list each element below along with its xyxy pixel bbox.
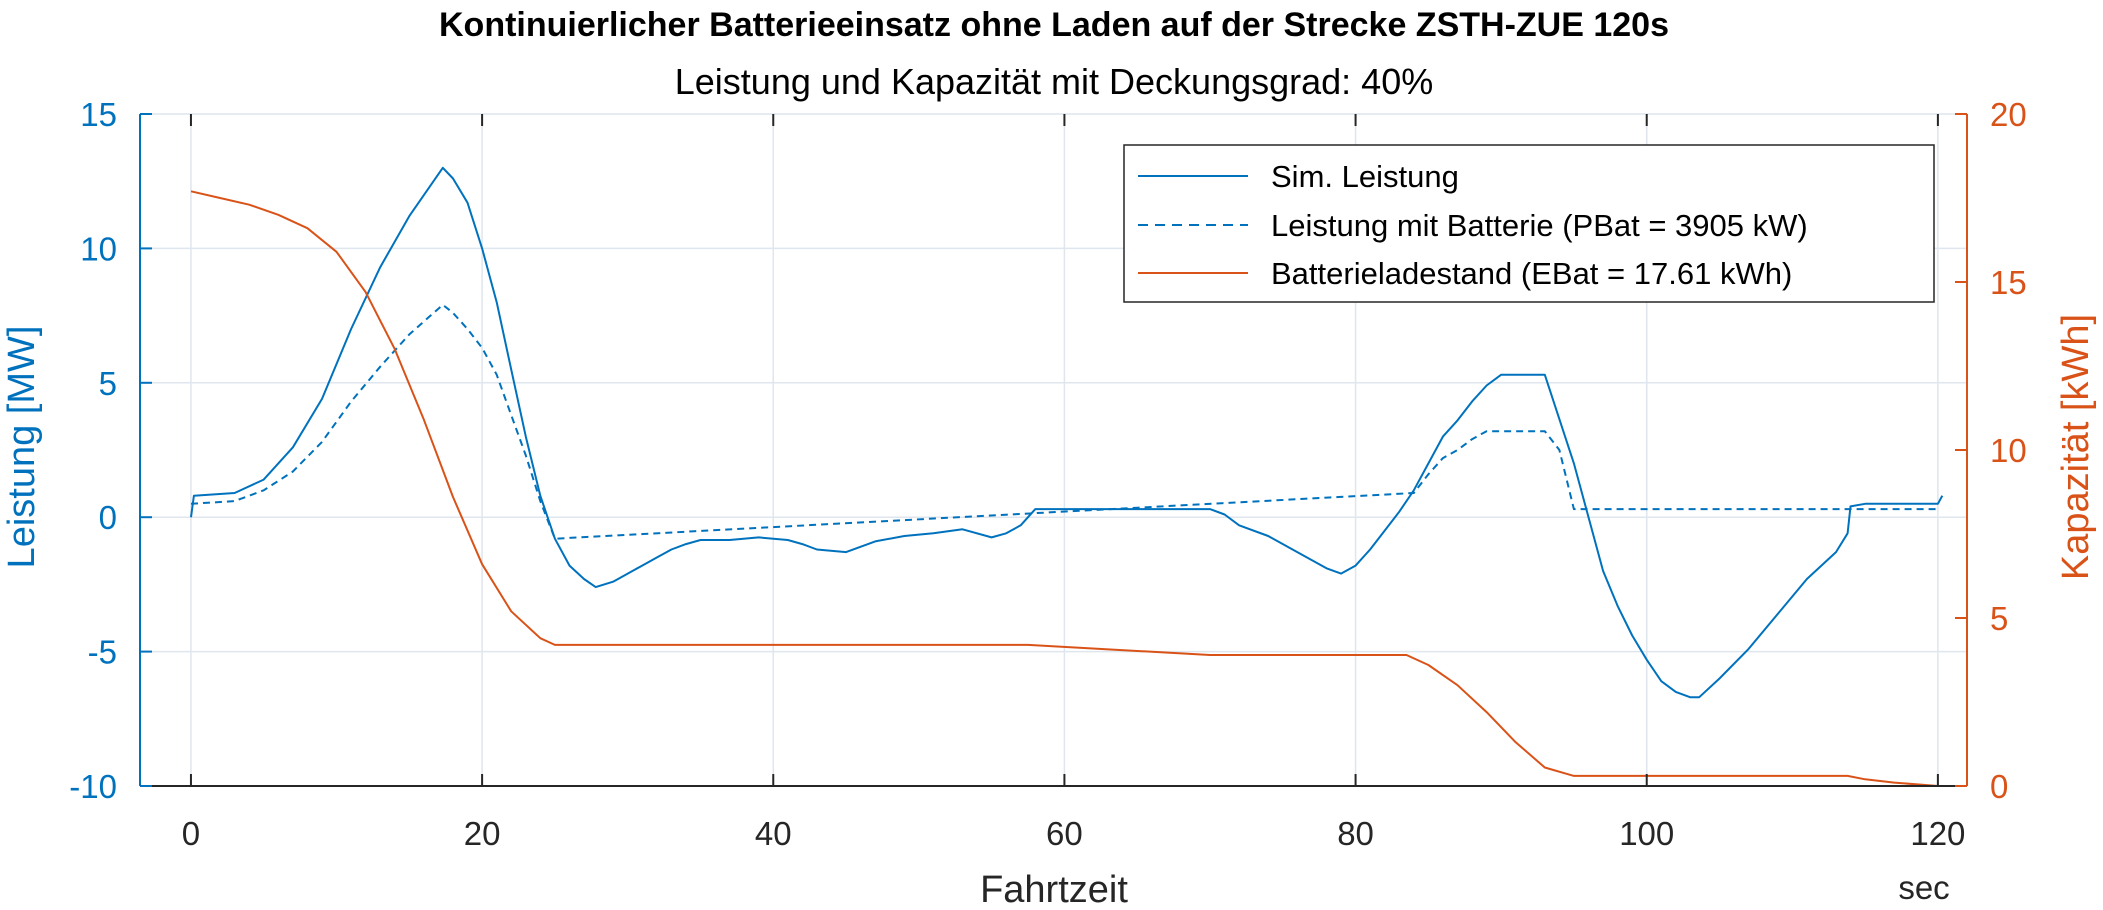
y-left-tick-label-5: 5 <box>99 365 117 402</box>
y-left-tick-label--10: -10 <box>69 768 117 805</box>
series-line-1 <box>190 303 1938 540</box>
x-tick-label-120: 120 <box>1910 815 1965 852</box>
x-tick-label-0: 0 <box>182 815 200 852</box>
y-right-tick-label-15: 15 <box>1990 264 2027 301</box>
y-right-tick-label-20: 20 <box>1990 96 2027 133</box>
y-left-tick-label-15: 15 <box>80 96 117 133</box>
legend-label-batterieladestand: Batterieladestand (EBat = 17.61 kWh) <box>1271 256 1792 291</box>
y-axis-left-label: Leistung [MW] <box>1 326 43 569</box>
series-line-2 <box>190 190 1938 787</box>
legend-box <box>1123 144 1935 303</box>
y-right-tick-label-5: 5 <box>1990 600 2008 637</box>
axes: 0 20 40 60 80 100 120 -10 -5 0 5 10 15 0 5 10 15 20 <box>69 96 2026 852</box>
y-right-tick-label-0: 0 <box>1990 768 2008 805</box>
x-tick-label-40: 40 <box>755 815 792 852</box>
y-left-tick-label--5: -5 <box>88 634 117 671</box>
y-left-tick-label-0: 0 <box>99 499 117 536</box>
chart-title: Kontinuierlicher Batterieeinsatz ohne La… <box>439 6 1669 44</box>
legend: Sim. Leistung Leistung mit Batterie (PBa… <box>1123 144 1935 303</box>
x-axis-unit: sec <box>1898 869 1949 906</box>
x-axis-label: Fahrtzeit <box>980 869 1128 910</box>
series-line-0 <box>190 166 1944 699</box>
x-tick-label-20: 20 <box>464 815 501 852</box>
y-right-tick-label-10: 10 <box>1990 432 2027 469</box>
plot-area <box>190 166 1944 787</box>
x-tick-label-60: 60 <box>1046 815 1083 852</box>
x-tick-label-100: 100 <box>1619 815 1674 852</box>
legend-label-sim-leistung: Sim. Leistung <box>1271 159 1459 194</box>
chart-subtitle: Leistung und Kapazität mit Deckungsgrad:… <box>675 61 1433 102</box>
x-tick-label-80: 80 <box>1337 815 1374 852</box>
legend-label-leistung-mit-batterie: Leistung mit Batterie (PBat = 3905 kW) <box>1271 208 1808 243</box>
y-left-tick-label-10: 10 <box>80 230 117 267</box>
y-axis-right-label: Kapazität [kWh] <box>2055 314 2097 580</box>
